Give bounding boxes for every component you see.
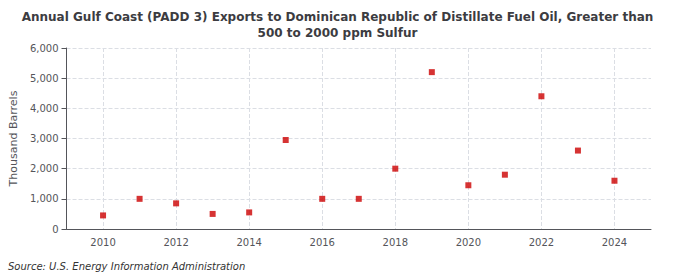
- svg-text:5,000: 5,000: [30, 73, 59, 84]
- svg-text:2,000: 2,000: [30, 163, 59, 174]
- svg-text:Annual Gulf Coast (PADD 3) Exp: Annual Gulf Coast (PADD 3) Exports to Do…: [22, 10, 654, 24]
- svg-text:2014: 2014: [236, 237, 261, 248]
- svg-text:2016: 2016: [310, 237, 335, 248]
- svg-text:2012: 2012: [163, 237, 188, 248]
- svg-text:Source: U.S. Energy Informatio: Source: U.S. Energy Information Administ…: [8, 261, 245, 272]
- svg-text:Thousand Barrels: Thousand Barrels: [7, 90, 20, 187]
- svg-text:2024: 2024: [602, 237, 627, 248]
- svg-text:500 to 2000 ppm Sulfur: 500 to 2000 ppm Sulfur: [258, 26, 418, 40]
- svg-text:3,000: 3,000: [30, 133, 59, 144]
- svg-text:2020: 2020: [456, 237, 481, 248]
- svg-text:2018: 2018: [383, 237, 408, 248]
- svg-text:0: 0: [52, 224, 58, 235]
- svg-text:6,000: 6,000: [30, 43, 59, 54]
- svg-text:2022: 2022: [529, 237, 554, 248]
- svg-text:1,000: 1,000: [30, 193, 59, 204]
- svg-text:2010: 2010: [90, 237, 115, 248]
- svg-text:4,000: 4,000: [30, 103, 59, 114]
